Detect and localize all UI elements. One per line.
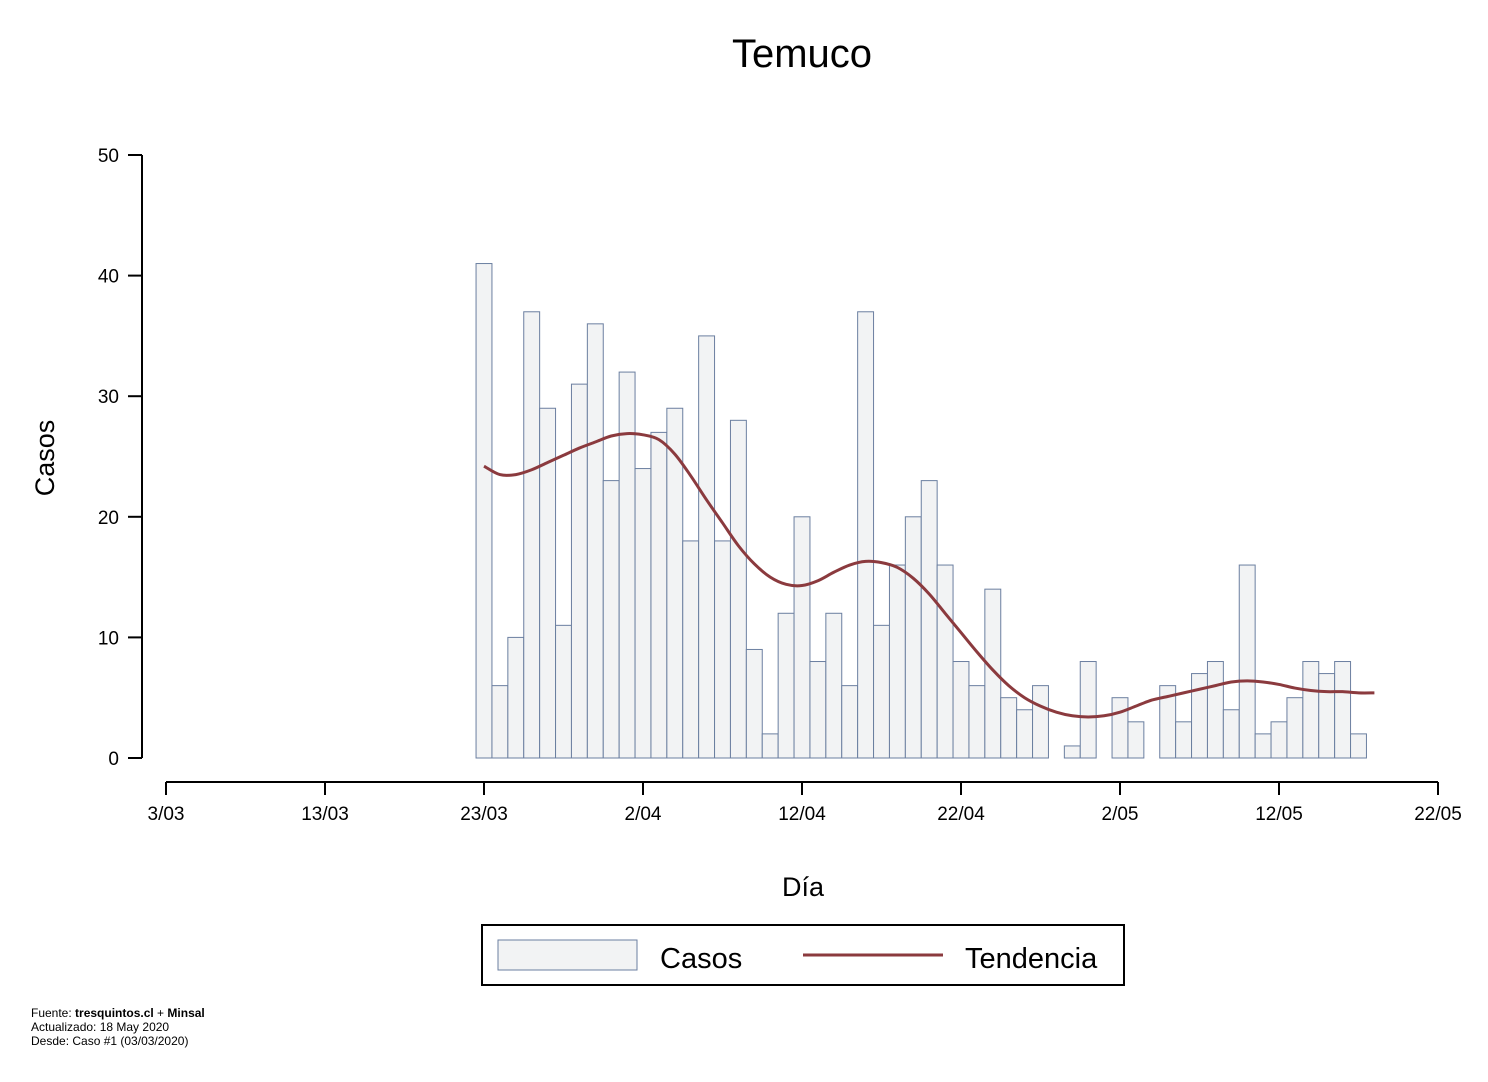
- source-line: Fuente: tresquintos.cl + Minsal: [31, 1006, 205, 1020]
- bar: [1206, 661, 1224, 759]
- bar: [841, 685, 859, 759]
- bar: [1350, 733, 1367, 759]
- bar: [507, 636, 525, 759]
- trend-series: [483, 432, 1375, 719]
- bar: [650, 431, 668, 759]
- bar: [1032, 685, 1049, 759]
- bar: [1270, 721, 1288, 759]
- bar: [793, 516, 811, 759]
- bar: [729, 419, 747, 759]
- bar: [714, 540, 731, 759]
- bar: [952, 661, 970, 759]
- bar: [1318, 673, 1336, 759]
- bar: [1286, 697, 1304, 759]
- bar: [1254, 733, 1272, 759]
- bar: [1016, 709, 1034, 759]
- bar: [1222, 709, 1240, 759]
- source-note: Fuente: tresquintos.cl + Minsal Actualiz…: [31, 1006, 205, 1048]
- bar: [586, 323, 604, 759]
- x-tick-label: 12/04: [778, 804, 826, 825]
- chart-title: Temuco: [732, 32, 872, 76]
- bar: [1191, 673, 1208, 759]
- bar: [491, 685, 509, 759]
- bar: [1127, 721, 1145, 759]
- bar: [475, 263, 493, 759]
- bar: [857, 311, 875, 759]
- bar: [1238, 564, 1256, 759]
- bar: [539, 407, 557, 759]
- bar: [682, 540, 700, 759]
- y-axis: 0 10 20 30 40 50: [98, 146, 143, 770]
- x-axis-title: Día: [782, 872, 825, 902]
- y-tick-label: 30: [98, 387, 119, 408]
- source-site: tresquintos.cl: [75, 1006, 154, 1020]
- bar: [1079, 661, 1097, 759]
- bar: [904, 516, 922, 759]
- trend-line: [483, 432, 1375, 719]
- x-tick-label: 13/03: [301, 804, 349, 825]
- x-tick-label: 12/05: [1255, 804, 1303, 825]
- bar: [1334, 661, 1352, 759]
- bar: [555, 624, 572, 759]
- bar: [761, 733, 779, 759]
- bar: [809, 661, 827, 759]
- bar: [936, 564, 954, 759]
- legend-label-tendencia: Tendencia: [965, 943, 1098, 975]
- bar: [777, 612, 795, 759]
- bar: [745, 648, 763, 759]
- since-line: Desde: Caso #1 (03/03/2020): [31, 1034, 189, 1048]
- bar: [1175, 721, 1193, 759]
- bar: [1063, 745, 1081, 759]
- bar: [1000, 697, 1018, 759]
- x-tick-label: 2/05: [1102, 804, 1139, 825]
- bar: [1302, 661, 1320, 759]
- bar: [920, 480, 938, 759]
- bar: [618, 371, 636, 759]
- y-tick-label: 50: [98, 146, 119, 167]
- source-org: Minsal: [167, 1006, 205, 1020]
- x-tick-label: 22/04: [937, 804, 985, 825]
- x-tick-label: 22/05: [1414, 804, 1462, 825]
- y-tick-label: 40: [98, 267, 119, 288]
- x-tick-label: 23/03: [460, 804, 508, 825]
- bar: [1111, 697, 1129, 759]
- legend-swatch-casos: [497, 939, 638, 971]
- bar: [634, 468, 652, 759]
- y-axis-title: Casos: [30, 420, 60, 497]
- x-tick-label: 2/04: [625, 804, 662, 825]
- bar: [984, 588, 1002, 759]
- source-prefix: Fuente:: [31, 1006, 76, 1020]
- y-tick-label: 0: [108, 749, 119, 770]
- bar: [968, 685, 986, 759]
- x-axis: 3/03 13/03 23/03 2/04 12/04 22/04 2/05 12/05 22/…: [148, 781, 1462, 825]
- legend-label-casos: Casos: [660, 943, 742, 975]
- bar: [523, 311, 541, 759]
- bar: [570, 383, 588, 759]
- bar: [698, 335, 716, 759]
- bar: [602, 480, 620, 759]
- bar: [873, 624, 890, 759]
- y-tick-label: 20: [98, 508, 119, 529]
- x-tick-label: 3/03: [148, 804, 185, 825]
- source-separator: +: [153, 1006, 168, 1020]
- bar: [825, 612, 843, 759]
- y-tick-label: 10: [98, 628, 119, 649]
- bar-series: [475, 263, 1367, 759]
- bar: [888, 564, 906, 759]
- updated-line: Actualizado: 18 May 2020: [31, 1020, 170, 1034]
- legend: Casos Tendencia: [481, 924, 1125, 986]
